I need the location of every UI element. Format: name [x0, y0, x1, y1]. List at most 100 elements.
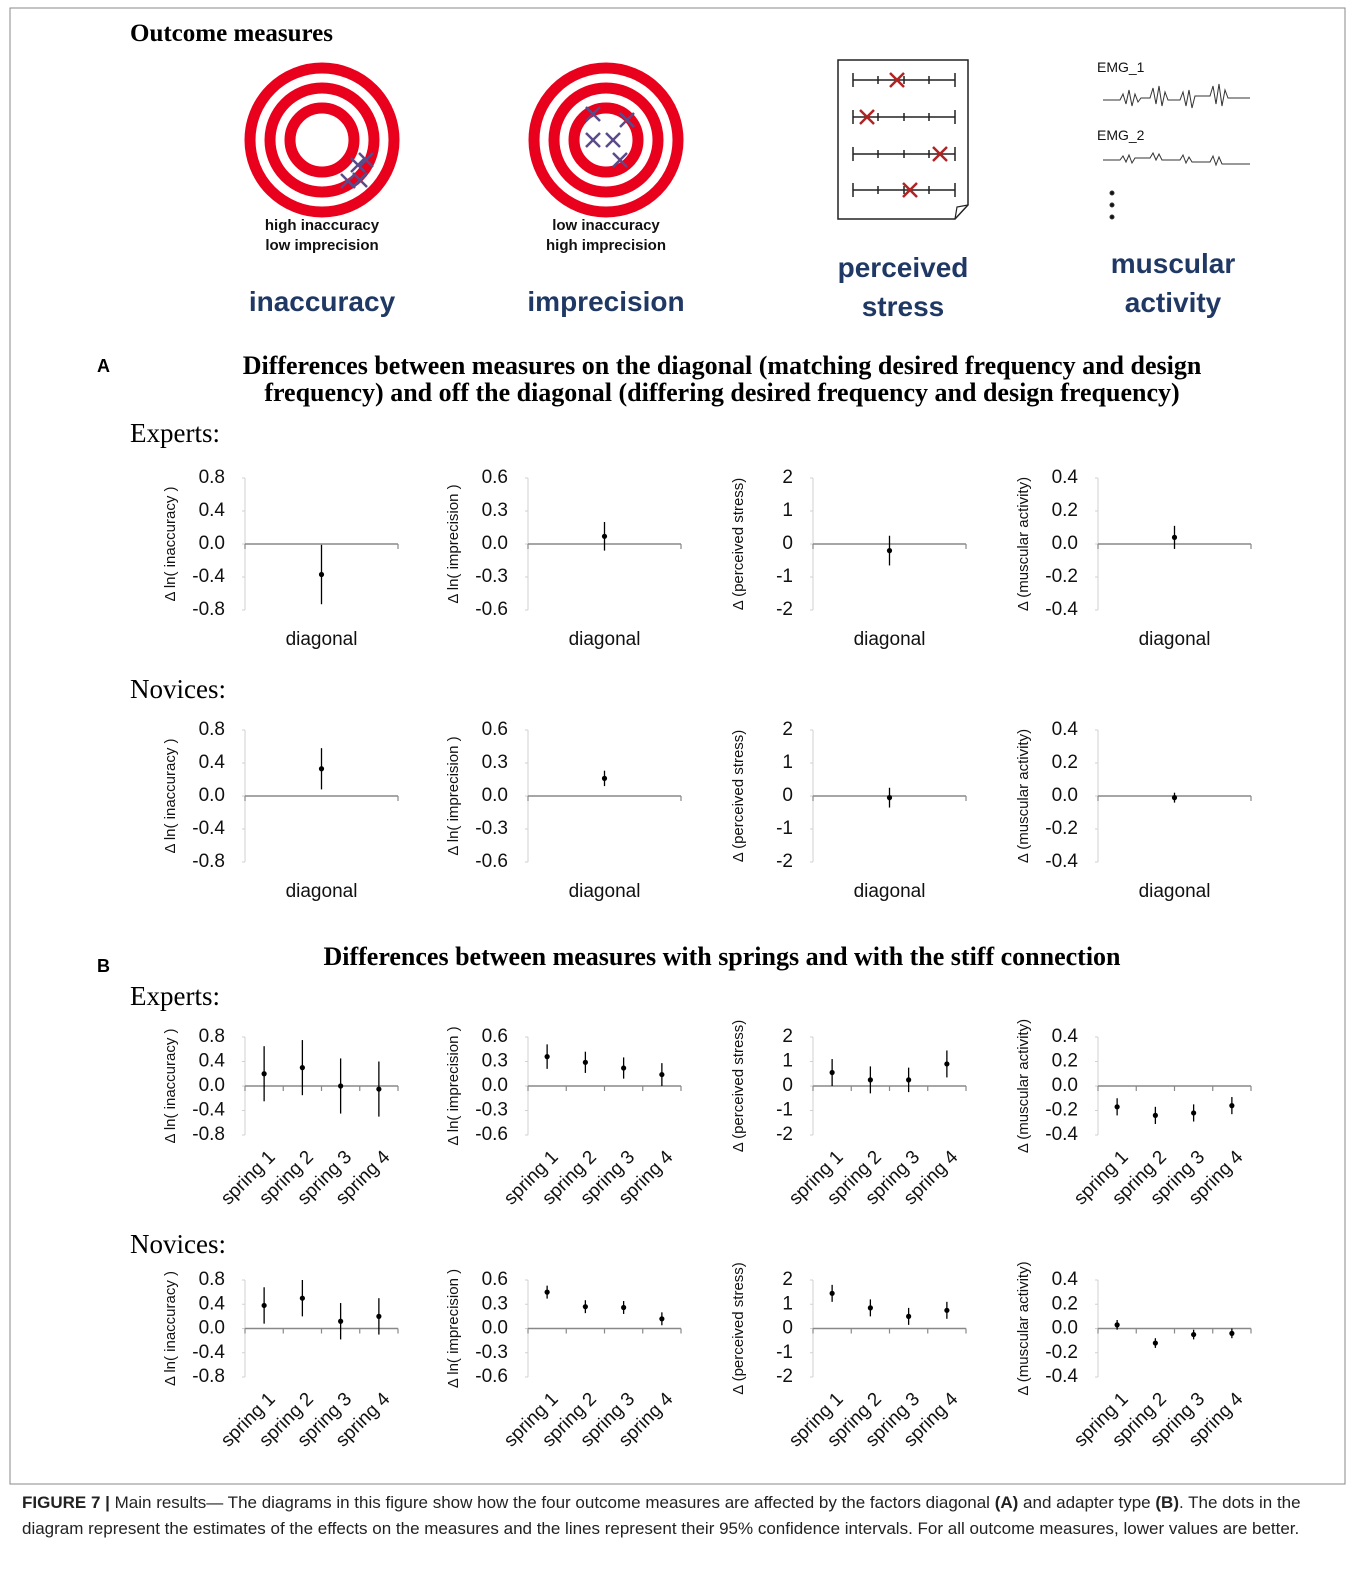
point [1115, 1104, 1120, 1109]
target-note: high inaccuracy low imprecision [222, 216, 422, 256]
point [376, 1314, 381, 1319]
y-axis-label: Δ (perceived stress) [730, 1262, 747, 1395]
section-title: Differences between measures on the diag… [212, 352, 1232, 406]
y-axis-label: Δ (muscular activity) [1015, 477, 1032, 611]
point [300, 1065, 305, 1070]
y-tick-label: -0.4 [192, 818, 225, 839]
y-tick-label: 0.8 [199, 1026, 225, 1047]
y-tick-label: 2 [782, 467, 793, 488]
point [338, 1319, 343, 1324]
note-line: high imprecision [506, 236, 706, 256]
y-tick-label: 0.6 [482, 719, 508, 740]
y-tick-label: -0.3 [475, 1100, 508, 1121]
y-axis-label: Δ (muscular activity) [1015, 729, 1032, 863]
y-tick-label: -0.6 [475, 1366, 508, 1387]
y-tick-label: 0.3 [482, 500, 508, 521]
y-tick-label: -0.2 [1045, 566, 1078, 587]
emg-label: EMG_1 [1097, 59, 1145, 75]
emg-icon [1103, 84, 1250, 219]
target-icon [250, 68, 394, 212]
point [944, 1061, 949, 1066]
y-tick-label: 0.0 [199, 785, 225, 806]
y-tick-label: 0.2 [1052, 1293, 1078, 1314]
point [583, 1304, 588, 1309]
point [1172, 795, 1177, 800]
y-axis-label: Δ ln( inaccuracy ) [162, 738, 179, 853]
point [602, 534, 607, 539]
point [1191, 1110, 1196, 1115]
note-line: low inaccuracy [506, 216, 706, 236]
caption-ref: (A) [995, 1493, 1019, 1512]
y-tick-label: 0.6 [482, 1026, 508, 1047]
point [868, 1077, 873, 1082]
point [659, 1072, 664, 1077]
y-axis-label: Δ ln( inaccuracy ) [162, 1271, 179, 1386]
point [887, 795, 892, 800]
y-axis-label: Δ ln( imprecision ) [445, 484, 462, 603]
y-tick-label: 0.4 [1052, 719, 1079, 740]
point [659, 1316, 664, 1321]
y-tick-label: -0.2 [1045, 818, 1078, 839]
y-tick-label: -0.8 [192, 599, 225, 620]
x-tick-label: diagonal [569, 629, 641, 650]
y-axis-label: Δ (perceived stress) [730, 730, 747, 863]
point [621, 1305, 626, 1310]
y-axis-label: Δ (muscular activity) [1015, 1261, 1032, 1395]
y-axis-label: Δ ln( inaccuracy ) [162, 486, 179, 601]
y-tick-label: 0.4 [1052, 467, 1079, 488]
y-tick-label: 1 [782, 752, 793, 773]
point [1229, 1331, 1234, 1336]
y-tick-label: -0.4 [1045, 1124, 1078, 1145]
y-axis-label: Δ (muscular activity) [1015, 1019, 1032, 1153]
y-axis-label: Δ (perceived stress) [730, 1020, 747, 1153]
y-tick-label: 0.3 [482, 752, 508, 773]
y-axis-label: Δ ln( inaccuracy ) [162, 1028, 179, 1143]
caption-text: and adapter type [1023, 1493, 1151, 1512]
y-tick-label: -0.6 [475, 851, 508, 872]
point [906, 1077, 911, 1082]
x-tick-label: diagonal [1139, 881, 1211, 902]
point [545, 1054, 550, 1059]
point [262, 1303, 267, 1308]
y-axis-label: Δ ln( imprecision ) [445, 736, 462, 855]
y-tick-label: -1 [776, 1100, 793, 1121]
y-tick-label: -0.3 [475, 566, 508, 587]
y-tick-label: 2 [782, 719, 793, 740]
point [887, 548, 892, 553]
y-tick-label: 0.0 [199, 1318, 225, 1339]
point [1153, 1340, 1158, 1345]
y-tick-label: -0.4 [1045, 1366, 1078, 1387]
y-tick-label: -0.4 [192, 1342, 225, 1363]
y-tick-label: 0 [782, 785, 793, 806]
point [319, 766, 324, 771]
y-tick-label: 0.0 [1052, 1075, 1078, 1096]
y-tick-label: 0.0 [482, 1318, 508, 1339]
y-tick-label: 0.8 [199, 1269, 225, 1290]
y-tick-label: 0.0 [1052, 1318, 1078, 1339]
figure: EMG_1 EMG_2 -0.8-0.40.00.40.8diagonalΔ l… [0, 0, 1360, 1583]
y-tick-label: -1 [776, 1342, 793, 1363]
point [338, 1083, 343, 1088]
group-label: Novices: [130, 674, 226, 705]
caption-label: FIGURE 7 | [22, 1493, 110, 1512]
point [868, 1305, 873, 1310]
y-tick-label: 0.8 [199, 467, 225, 488]
x-tick-label: diagonal [286, 629, 358, 650]
y-tick-label: 0.4 [199, 1051, 226, 1072]
y-tick-label: -0.8 [192, 1366, 225, 1387]
y-tick-label: -1 [776, 818, 793, 839]
point [830, 1070, 835, 1075]
group-label: Novices: [130, 1229, 226, 1260]
y-tick-label: 0.6 [482, 467, 508, 488]
x-tick-label: diagonal [286, 881, 358, 902]
y-tick-label: -2 [776, 599, 793, 620]
y-tick-label: 0.0 [482, 1075, 508, 1096]
y-tick-label: 0.0 [1052, 785, 1078, 806]
point [621, 1065, 626, 1070]
y-tick-label: -0.6 [475, 599, 508, 620]
caption-ref: (B) [1155, 1493, 1179, 1512]
y-tick-label: 0.4 [199, 1293, 226, 1314]
measure-label: perceived stress [813, 248, 993, 326]
point [1191, 1332, 1196, 1337]
y-tick-label: 0 [782, 1075, 793, 1096]
